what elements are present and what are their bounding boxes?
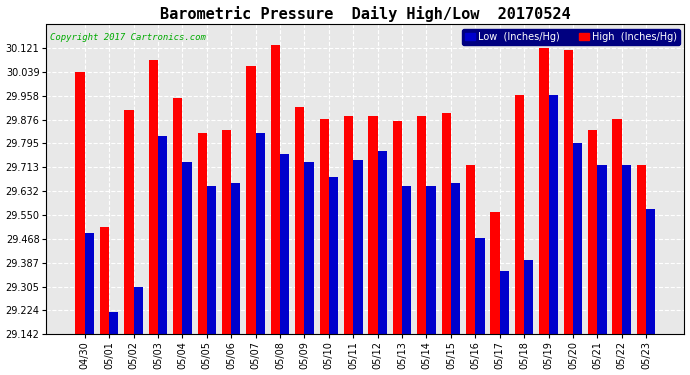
Bar [475,238,484,334]
Bar [353,159,362,334]
Bar [109,312,119,334]
Bar [246,66,255,334]
Bar [500,271,509,334]
Bar [158,136,167,334]
Bar [207,186,216,334]
Bar [344,116,353,334]
Bar [329,177,338,334]
Bar [304,162,314,334]
Bar [124,110,134,334]
Bar [231,183,241,334]
Bar [573,143,582,334]
Bar [222,130,231,334]
Bar [646,209,656,334]
Bar [182,162,192,334]
Bar [549,95,558,334]
Bar [270,45,280,334]
Bar [426,186,436,334]
Bar [402,186,411,334]
Bar [319,118,329,334]
Bar [295,107,304,334]
Bar [134,287,143,334]
Bar [255,133,265,334]
Bar [100,227,109,334]
Bar [377,151,387,334]
Bar [540,48,549,334]
Bar [85,232,94,334]
Bar [393,122,402,334]
Bar [524,260,533,334]
Bar [197,133,207,334]
Title: Barometric Pressure  Daily High/Low  20170524: Barometric Pressure Daily High/Low 20170… [160,6,571,21]
Bar [173,98,182,334]
Bar [280,154,289,334]
Text: Copyright 2017 Cartronics.com: Copyright 2017 Cartronics.com [50,33,206,42]
Bar [451,183,460,334]
Bar [491,212,500,334]
Bar [515,95,524,334]
Bar [417,116,426,334]
Bar [588,130,598,334]
Bar [564,50,573,334]
Bar [368,116,377,334]
Bar [149,60,158,334]
Bar [598,165,607,334]
Bar [622,165,631,334]
Bar [613,118,622,334]
Bar [637,165,646,334]
Legend: Low  (Inches/Hg), High  (Inches/Hg): Low (Inches/Hg), High (Inches/Hg) [462,29,680,45]
Bar [466,165,475,334]
Bar [75,72,85,334]
Bar [442,113,451,334]
